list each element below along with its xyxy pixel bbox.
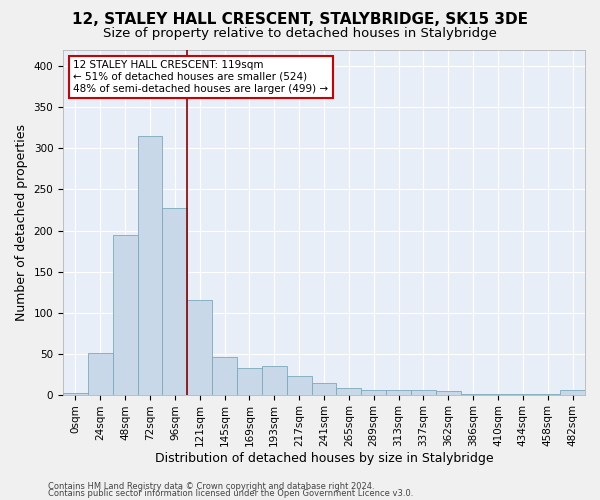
Bar (361, 390, 386, 394)
Bar (237, 368, 262, 394)
X-axis label: Distribution of detached houses by size in Stalybridge: Distribution of detached houses by size … (155, 452, 493, 465)
Bar (287, 376, 311, 394)
Bar (311, 383, 337, 394)
Bar (386, 390, 411, 394)
Text: 12 STALEY HALL CRESCENT: 119sqm
← 51% of detached houses are smaller (524)
48% o: 12 STALEY HALL CRESCENT: 119sqm ← 51% of… (73, 60, 329, 94)
Bar (436, 392, 461, 394)
Bar (262, 366, 287, 394)
Bar (187, 300, 212, 394)
Bar (163, 208, 187, 394)
Bar (137, 136, 163, 394)
Bar (411, 390, 436, 394)
Bar (63, 393, 88, 394)
Bar (560, 390, 585, 394)
Bar (212, 357, 237, 395)
Bar (337, 388, 361, 394)
Bar (88, 353, 113, 395)
Text: Contains public sector information licensed under the Open Government Licence v3: Contains public sector information licen… (48, 489, 413, 498)
Text: Size of property relative to detached houses in Stalybridge: Size of property relative to detached ho… (103, 28, 497, 40)
Text: Contains HM Land Registry data © Crown copyright and database right 2024.: Contains HM Land Registry data © Crown c… (48, 482, 374, 491)
Bar (113, 234, 137, 394)
Text: 12, STALEY HALL CRESCENT, STALYBRIDGE, SK15 3DE: 12, STALEY HALL CRESCENT, STALYBRIDGE, S… (72, 12, 528, 28)
Y-axis label: Number of detached properties: Number of detached properties (15, 124, 28, 321)
